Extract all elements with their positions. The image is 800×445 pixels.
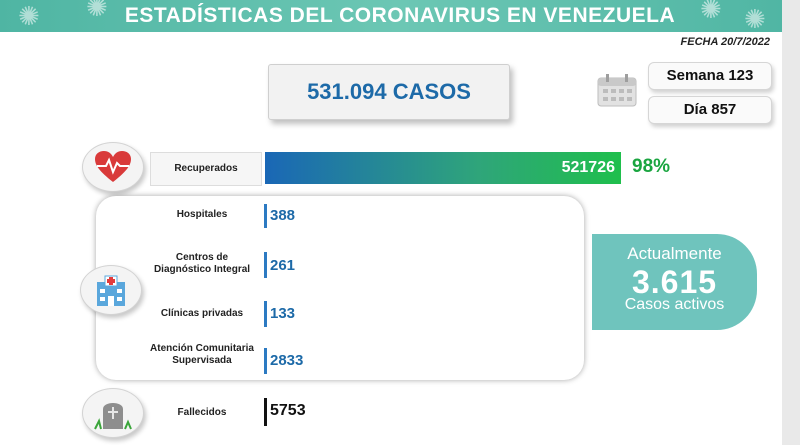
deaths-bar (264, 398, 267, 426)
total-cases: 531.094 CASOS (268, 64, 510, 120)
deaths-icon-circle (82, 388, 144, 438)
virus-icon: ✺ (700, 0, 722, 24)
care-value-community: 2833 (270, 352, 304, 369)
tombstone-icon (94, 403, 132, 430)
recovered-bar: 521726 (265, 152, 621, 184)
care-bar-cdi (264, 252, 267, 278)
calendar-icon (597, 74, 637, 107)
deaths-value: 5753 (270, 402, 306, 419)
care-label-cdi: Centros de Diagnóstico Integral (153, 252, 251, 275)
care-label-hospitals: Hospitales (176, 209, 228, 220)
header-banner: ✺ ✺ ✺ ✺ ESTADÍSTICAS DEL CORONAVIRUS EN … (0, 0, 800, 32)
active-cases-caption: Casos activos (624, 296, 725, 313)
recovered-label: Recuperados (150, 152, 262, 186)
active-cases-heading: Actualmente (627, 244, 722, 263)
week-badge: Semana 123 (648, 62, 772, 90)
care-label-private: Clínicas privadas (160, 308, 244, 319)
virus-icon: ✺ (18, 1, 40, 31)
care-value-cdi: 261 (270, 257, 296, 274)
care-value-hospitals: 388 (270, 207, 296, 224)
recovered-value: 521726 (561, 159, 615, 176)
deaths-label: Fallecidos (177, 407, 227, 418)
virus-icon: ✺ (744, 4, 766, 32)
day-badge: Día 857 (648, 96, 772, 124)
care-bar-community (264, 348, 267, 374)
hospital-icon (97, 275, 125, 306)
care-bar-hospitals (264, 204, 267, 228)
hospital-icon-circle (80, 265, 142, 315)
recovered-icon-circle (82, 142, 144, 192)
report-date: FECHA 20/7/2022 (680, 36, 770, 48)
page-title: ESTADÍSTICAS DEL CORONAVIRUS EN VENEZUEL… (124, 4, 676, 27)
page-edge (782, 0, 800, 445)
care-bar-private (264, 301, 267, 327)
active-cases-box: Actualmente 3.615 Casos activos (592, 234, 757, 330)
heart-icon (95, 151, 131, 182)
care-label-community: Atención Comunitaria Supervisada (150, 343, 254, 366)
active-cases-number: 3.615 (631, 264, 718, 300)
care-panel (96, 196, 584, 380)
care-value-private: 133 (270, 305, 296, 322)
virus-icon: ✺ (86, 0, 108, 22)
recovered-percent: 98% (632, 156, 671, 177)
